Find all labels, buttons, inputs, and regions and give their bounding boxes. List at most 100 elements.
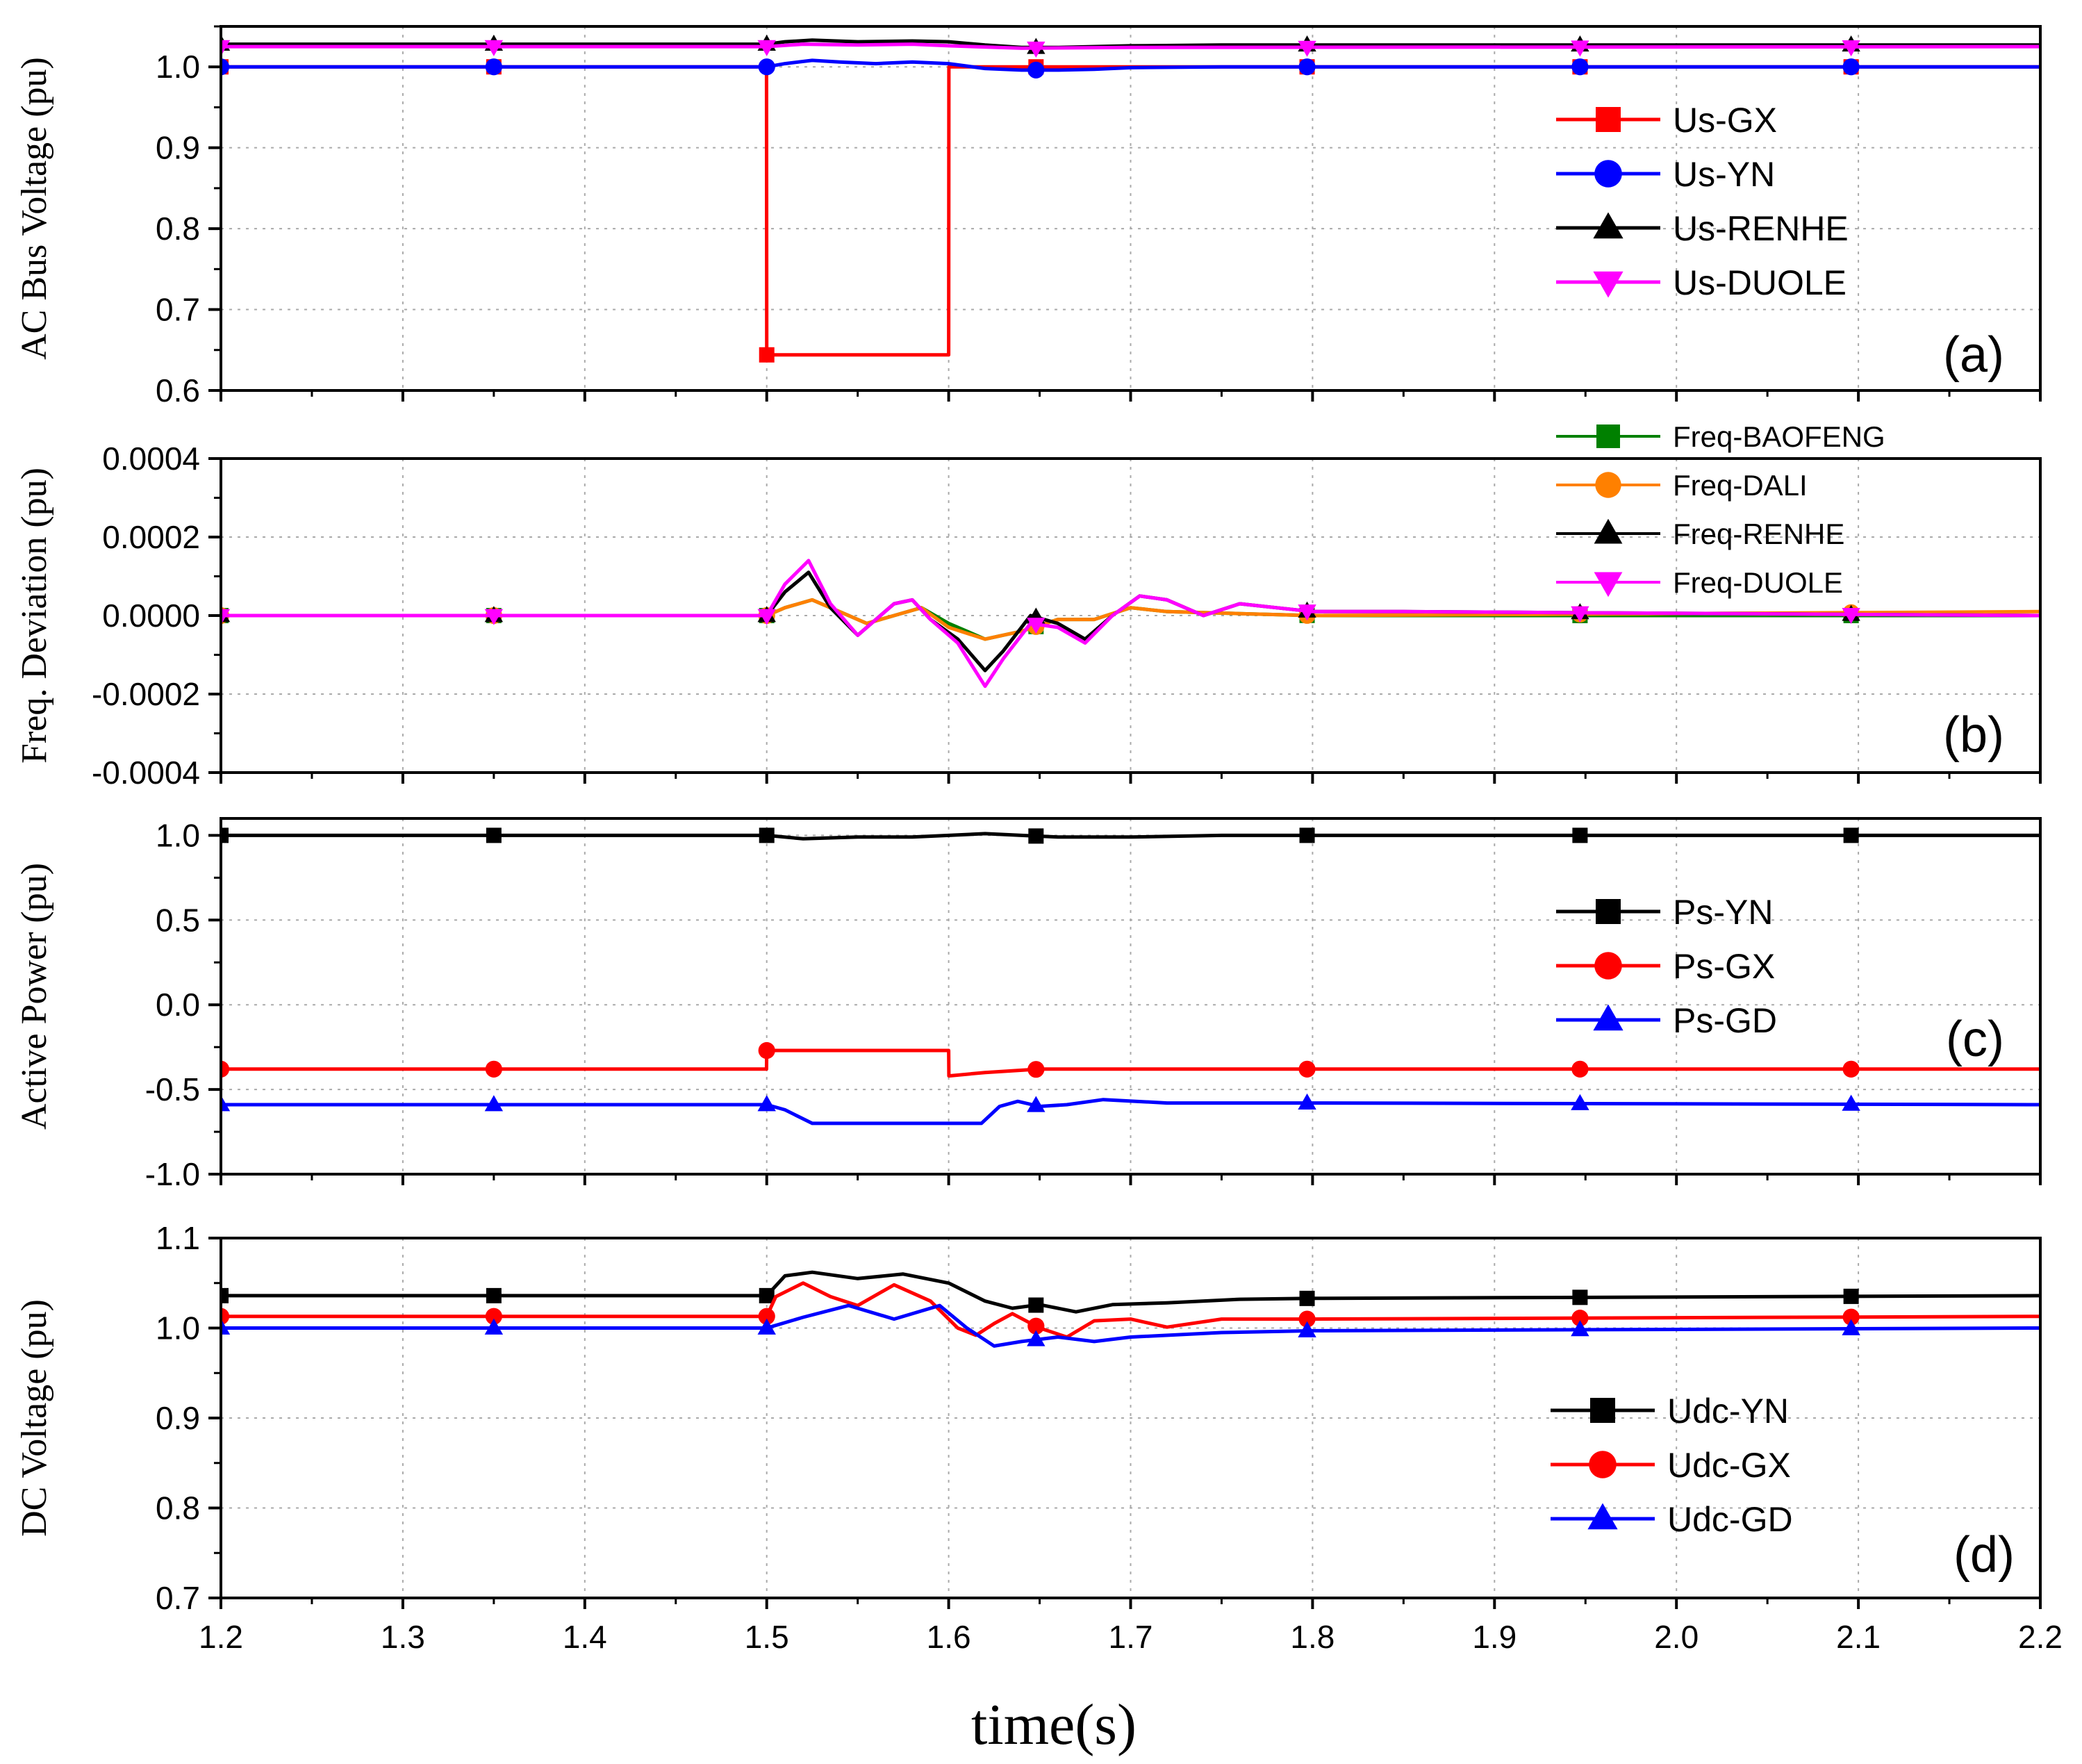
data-point-udc-gd xyxy=(1027,1330,1046,1346)
data-point-freq-duole xyxy=(1842,607,1860,625)
legend-label: Freq-BAOFENG xyxy=(1673,420,1885,453)
data-point-us-yn xyxy=(1027,61,1045,79)
x-tick-label: 1.2 xyxy=(199,1619,243,1655)
y-tick-label: 0.5 xyxy=(156,902,200,938)
series-line-ps-yn xyxy=(221,832,2040,841)
legend-entry: Us-YN xyxy=(1556,155,1775,194)
data-point-udc-gx xyxy=(1027,1317,1045,1335)
series-line-us-duole xyxy=(221,42,2040,50)
panel-3-series xyxy=(221,827,2040,1126)
data-point-ps-gd xyxy=(484,1095,504,1112)
legend-entry: Ps-YN xyxy=(1556,893,1773,932)
data-point-udc-gd xyxy=(757,1318,776,1335)
data-point-freq-duole xyxy=(221,609,231,625)
series-line-ps-gd xyxy=(221,1098,2040,1126)
data-point-freq-duole xyxy=(1571,606,1589,623)
data-point-ps-gd xyxy=(757,1095,776,1112)
panel-tag: (b) xyxy=(1943,707,2004,763)
y-tick-label: 1.0 xyxy=(156,817,200,853)
y-tick-label: 0.7 xyxy=(156,292,200,328)
data-point-freq-duole xyxy=(1027,618,1046,634)
data-point-ps-gx xyxy=(1298,1060,1316,1078)
panel-1-legend: Us-GX Us-YN Us-RENHE Us-DUOLE xyxy=(1556,101,1849,302)
panel-2-legend: Freq-BAOFENG Freq-DALI Freq-RENHE Freq-DUOL… xyxy=(1556,420,1885,599)
series-line-udc-gd xyxy=(221,1303,2040,1348)
data-point-ps-yn xyxy=(1843,827,1859,843)
data-point-ps-gd xyxy=(1842,1094,1860,1111)
data-point-udc-yn xyxy=(221,1287,229,1303)
legend-label: Us-RENHE xyxy=(1673,209,1849,248)
data-point-us-yn xyxy=(1842,58,1860,76)
x-tick-label: 1.7 xyxy=(1109,1619,1153,1655)
legend-entry: Freq-BAOFENG xyxy=(1556,420,1885,453)
legend-marker xyxy=(1590,1398,1615,1423)
legend-entry: Ps-GD xyxy=(1556,1001,1777,1040)
data-point-ps-gd xyxy=(1298,1093,1316,1110)
data-point-ps-gx xyxy=(1027,1061,1045,1078)
panel-2-axes: -0.0004 -0.0002 0.0000 0.0002 0.0004 Freq. De… xyxy=(15,440,2042,791)
data-point-ps-gx xyxy=(485,1060,502,1078)
panel-3-axes: -1.0 -0.5 0.0 0.5 1.0 Active Power (pu) (c) xyxy=(15,817,2042,1192)
data-point-ps-gd xyxy=(1571,1094,1589,1110)
data-point-us-yn xyxy=(485,58,502,76)
data-point-ps-yn xyxy=(759,827,775,843)
legend-entry: Freq-RENHE xyxy=(1556,518,1844,550)
legend-label: Ps-GD xyxy=(1673,1001,1777,1040)
data-point-freq-duole xyxy=(757,609,776,625)
panel-4-series xyxy=(221,1270,2040,1348)
data-point-us-yn xyxy=(221,58,230,76)
y-axis-title: Active Power (pu) xyxy=(15,863,54,1130)
data-point-udc-gd xyxy=(1842,1319,1860,1335)
y-axis-title: Freq. Deviation (pu) xyxy=(15,468,54,764)
x-tick-label: 2.1 xyxy=(1836,1619,1881,1655)
legend-marker xyxy=(1587,1503,1618,1530)
series-line-us-yn xyxy=(221,58,2040,72)
data-point-udc-gx xyxy=(758,1308,775,1325)
y-tick-label: 0.8 xyxy=(156,211,200,247)
legend-label: Us-DUOLE xyxy=(1673,263,1846,302)
data-point-ps-yn xyxy=(1299,827,1315,843)
y-tick-label: 0.7 xyxy=(156,1580,200,1616)
data-point-ps-gx xyxy=(221,1060,230,1078)
legend-marker xyxy=(1594,572,1623,597)
data-point-udc-yn xyxy=(1028,1297,1044,1313)
legend-marker xyxy=(1589,1451,1617,1478)
data-point-udc-gx xyxy=(221,1308,230,1325)
legend-marker xyxy=(1594,952,1622,980)
panel-3-legend: Ps-YN Ps-GX Ps-GD xyxy=(1556,893,1777,1040)
data-point-us-duole xyxy=(221,40,231,56)
data-point-udc-gx xyxy=(485,1308,502,1325)
x-tick-label: 2.0 xyxy=(1654,1619,1699,1655)
x-tick-label: 1.8 xyxy=(1290,1619,1335,1655)
series-layer xyxy=(221,34,2040,1348)
axes-layer: 0.6 0.7 0.8 0.9 1.0 AC Bus Voltage (pu) (a) -0.… xyxy=(15,25,2063,1655)
panel-1-axes: 0.6 0.7 0.8 0.9 1.0 AC Bus Voltage (pu) (a) xyxy=(15,25,2042,409)
data-point-us-duole xyxy=(1571,40,1589,57)
y-tick-label: 0.0 xyxy=(156,987,200,1023)
y-tick-label: 0.0002 xyxy=(102,519,200,555)
grid-layer xyxy=(220,26,2041,1598)
y-tick-label: 1.0 xyxy=(156,1310,200,1346)
data-point-udc-yn xyxy=(759,1287,775,1303)
panel-2-series xyxy=(221,559,2040,689)
x-axis-title: time(s) xyxy=(971,1692,1137,1757)
data-point-ps-yn xyxy=(486,827,502,843)
x-tick-label: 1.5 xyxy=(745,1619,789,1655)
data-point-ps-yn xyxy=(1572,827,1588,843)
y-tick-label: 0.0000 xyxy=(102,597,200,634)
legend-marker xyxy=(1593,1004,1624,1031)
legend-marker xyxy=(1596,899,1621,924)
panel-tag: (a) xyxy=(1943,327,2004,383)
y-tick-label: -0.0002 xyxy=(92,676,200,712)
data-point-udc-yn xyxy=(1572,1289,1588,1305)
data-point-ps-yn xyxy=(221,827,229,843)
data-point-freq-duole xyxy=(484,609,504,625)
legend-entry: Freq-DALI xyxy=(1556,469,1808,502)
series-line-freq-duole xyxy=(221,559,2040,689)
data-point-udc-yn xyxy=(486,1287,502,1303)
data-point-us-yn xyxy=(758,58,775,76)
legend-label: Ps-YN xyxy=(1673,893,1773,932)
data-point-udc-gd xyxy=(1571,1320,1589,1337)
legend-label: Us-GX xyxy=(1673,101,1777,140)
